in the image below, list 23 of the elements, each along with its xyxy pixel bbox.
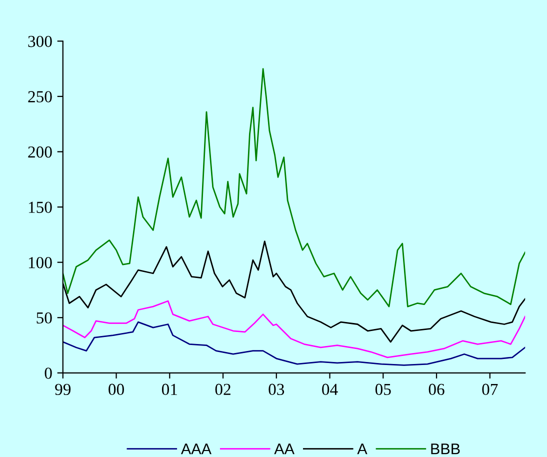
y-tick-label: 50 bbox=[36, 312, 52, 324]
x-tick-label: 06 bbox=[428, 384, 444, 396]
y-tick-label: 250 bbox=[28, 91, 52, 102]
legend-label: BBB bbox=[431, 444, 460, 454]
legend-label: A bbox=[357, 444, 368, 454]
x-tick-label: 00 bbox=[108, 384, 124, 396]
x-tick-label: 02 bbox=[215, 384, 230, 396]
line-series bbox=[62, 68, 526, 308]
y-tick-label: 100 bbox=[28, 257, 52, 268]
legend-label: AA bbox=[274, 444, 294, 454]
x-tick-label: 04 bbox=[322, 384, 338, 396]
x-tick-label: 01 bbox=[162, 384, 177, 396]
x-tick-label: 99 bbox=[55, 384, 71, 396]
x-tick-label: 07 bbox=[482, 384, 498, 396]
x-tick-label: 05 bbox=[375, 384, 391, 396]
y-tick-label: 150 bbox=[28, 202, 52, 213]
line-series bbox=[62, 321, 526, 366]
x-tick-label: 03 bbox=[268, 384, 284, 396]
legend-label: AAA bbox=[180, 444, 212, 454]
y-tick-label: 200 bbox=[28, 146, 52, 158]
y-tick-label: 300 bbox=[28, 36, 52, 48]
line-series bbox=[62, 300, 526, 358]
y-tick-label: 0 bbox=[44, 368, 52, 379]
